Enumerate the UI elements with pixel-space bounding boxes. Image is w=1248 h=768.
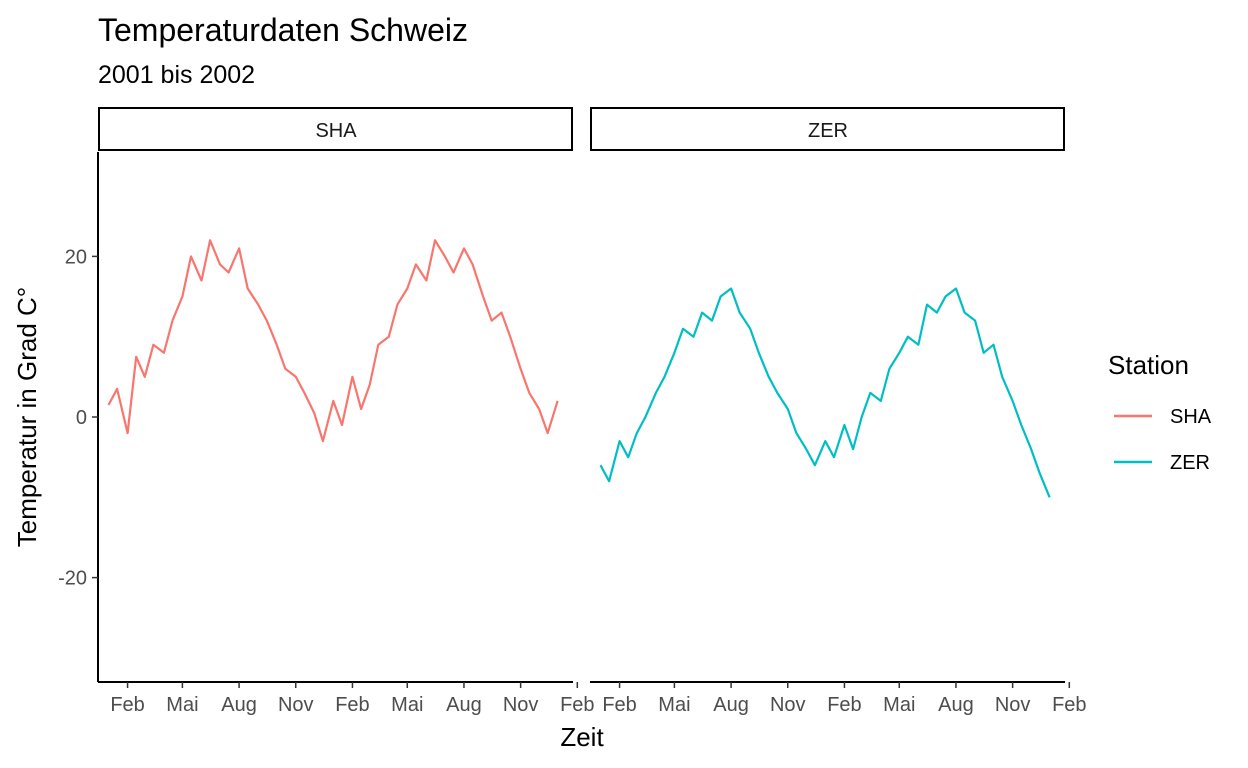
strip-sha (98, 107, 573, 151)
legend-title: Station (1108, 350, 1189, 380)
panel-sha: Feb Mai Aug Nov Feb Mai Aug Nov Feb (92, 152, 595, 716)
x-tick-label: Aug (221, 694, 257, 716)
chart-title: Temperaturdaten Schweiz (98, 12, 468, 48)
y-tick-label: 20 (65, 246, 87, 268)
x-tick-label: Nov (995, 694, 1031, 716)
strip-label-sha: SHA (315, 120, 357, 142)
chart-subtitle: 2001 bis 2002 (98, 61, 255, 89)
y-tick-labels: -20 0 20 (58, 246, 87, 589)
strip-zer (590, 107, 1065, 151)
x-tick-label: Aug (938, 694, 974, 716)
x-tick-label: Mai (658, 694, 690, 716)
y-axis-title: Temperatur in Grad C° (12, 287, 42, 547)
x-tick-label: Mai (883, 694, 915, 716)
y-tick-label: 0 (76, 407, 87, 429)
legend-label-sha: SHA (1170, 406, 1212, 428)
strip-label-zer: ZER (808, 120, 848, 142)
x-tick-label: Feb (827, 694, 861, 716)
series-line-sha (107, 239, 559, 443)
x-tick-label: Nov (278, 694, 314, 716)
legend-label-zer: ZER (1170, 452, 1210, 474)
x-tick-label: Aug (446, 694, 482, 716)
panel-zer: Feb Mai Aug Nov Feb Mai Aug Nov Feb (590, 287, 1087, 716)
legend: Station SHA ZER (1108, 350, 1212, 474)
x-tick-label: Mai (166, 694, 198, 716)
series-line-zer (599, 287, 1051, 498)
x-tick-label: Feb (602, 694, 636, 716)
x-tick-label: Feb (560, 694, 594, 716)
x-tick-label: Mai (391, 694, 423, 716)
x-tick-label: Nov (503, 694, 539, 716)
x-tick-label: Feb (110, 694, 144, 716)
x-tick-label: Feb (335, 694, 369, 716)
x-tick-label: Feb (1052, 694, 1086, 716)
x-axis-title: Zeit (560, 722, 604, 752)
y-tick-label: -20 (58, 568, 87, 590)
x-tick-label: Aug (713, 694, 749, 716)
x-tick-label: Nov (770, 694, 806, 716)
